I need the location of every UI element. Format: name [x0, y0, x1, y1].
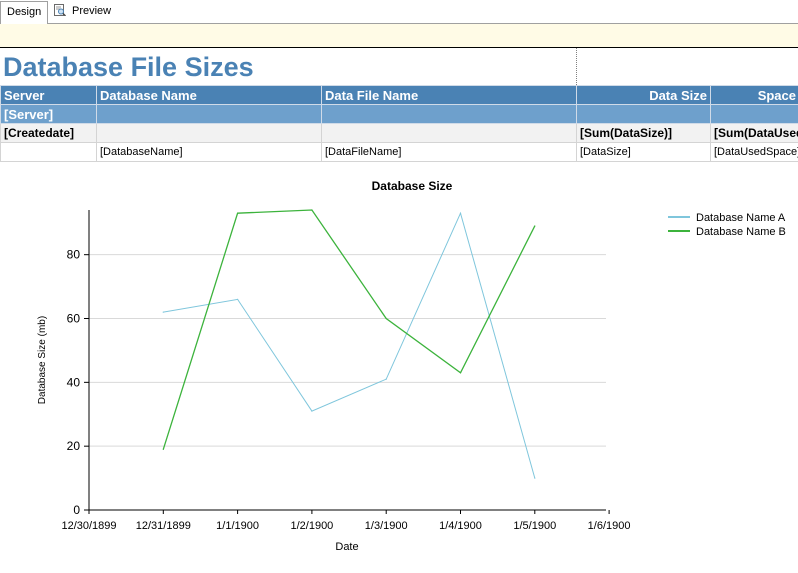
data-point[interactable] — [311, 209, 312, 210]
data-point[interactable] — [163, 312, 164, 313]
preview-icon — [54, 4, 66, 16]
line-chart: Database Size 0 20 40 60 80 12/30/1899 12/31/… — [0, 165, 798, 568]
summary-cell[interactable]: [Createdate] — [1, 124, 97, 143]
summary-cell[interactable]: [Sum(DataUsed — [711, 124, 798, 143]
series-group — [163, 209, 536, 478]
data-point[interactable] — [534, 477, 535, 478]
data-point[interactable] — [534, 225, 535, 226]
y-tick-label: 20 — [67, 439, 81, 453]
report-body: Database File Sizes Server Database Name… — [0, 48, 798, 568]
chart-title: Database Size — [372, 179, 453, 193]
series-line-b[interactable] — [163, 210, 535, 449]
summary-cell[interactable] — [97, 124, 322, 143]
table-header-row: Server Database Name Data File Name Data… — [1, 86, 798, 105]
data-point[interactable] — [386, 379, 387, 380]
tab-preview[interactable]: Preview — [52, 1, 122, 23]
x-tick-label: 1/2/1900 — [290, 520, 333, 532]
detail-cell[interactable]: [DataFileName] — [322, 143, 577, 162]
x-axis-ticks: 12/30/1899 12/31/1899 1/1/1900 1/2/1900 1/3/… — [61, 510, 630, 532]
x-tick-label: 12/31/1899 — [136, 520, 191, 532]
x-tick-label: 1/6/1900 — [588, 520, 631, 532]
data-point[interactable] — [237, 299, 238, 300]
chart-container[interactable]: Database Size 0 20 40 60 80 12/30/1899 12/31/… — [0, 165, 798, 568]
group-cell[interactable] — [711, 105, 798, 124]
dotted-guide — [576, 48, 577, 85]
y-axis-ticks: 0 20 40 60 80 — [67, 248, 89, 517]
legend-label: Database Name B — [696, 226, 786, 238]
legend-label: Database Name A — [696, 212, 786, 224]
tab-strip: Design Preview — [0, 0, 798, 24]
chart-legend: Database Name A Database Name B — [668, 212, 786, 238]
grid-lines — [89, 255, 606, 446]
header-cell[interactable]: Data File Name — [322, 86, 577, 105]
header-cell[interactable]: Space U — [711, 86, 798, 105]
header-cell[interactable]: Database Name — [97, 86, 322, 105]
x-tick-label: 1/5/1900 — [513, 520, 556, 532]
report-table[interactable]: Server Database Name Data File Name Data… — [0, 85, 798, 162]
x-tick-label: 1/4/1900 — [439, 520, 482, 532]
x-axis-label: Date — [335, 541, 358, 553]
data-point[interactable] — [163, 449, 164, 450]
x-tick-label: 12/30/1899 — [61, 520, 116, 532]
detail-cell[interactable]: [DataSize] — [577, 143, 711, 162]
title-row: Database File Sizes — [0, 48, 798, 85]
group-cell[interactable] — [97, 105, 322, 124]
data-point[interactable] — [311, 410, 312, 411]
group-cell[interactable]: [Server] — [1, 105, 97, 124]
summary-cell[interactable] — [322, 124, 577, 143]
group-row: [Server] — [1, 105, 798, 124]
tab-preview-label: Preview — [72, 5, 111, 17]
header-cell[interactable]: Server — [1, 86, 97, 105]
x-tick-label: 1/3/1900 — [365, 520, 408, 532]
detail-cell[interactable] — [1, 143, 97, 162]
tab-design[interactable]: Design — [0, 1, 48, 24]
y-tick-label: 80 — [67, 248, 81, 262]
header-cell[interactable]: Data Size — [577, 86, 711, 105]
x-tick-label: 1/1/1900 — [216, 520, 259, 532]
y-tick-label: 40 — [67, 375, 81, 389]
data-point[interactable] — [237, 213, 238, 214]
y-tick-label: 0 — [73, 503, 80, 517]
data-point[interactable] — [460, 372, 461, 373]
group-cell[interactable] — [577, 105, 711, 124]
detail-cell[interactable]: [DataUsedSpace] — [711, 143, 798, 162]
detail-cell[interactable]: [DatabaseName] — [97, 143, 322, 162]
page-header-band — [0, 24, 798, 48]
summary-row: [Createdate] [Sum(DataSize)] [Sum(DataUs… — [1, 124, 798, 143]
y-axis-label: Database Size (mb) — [37, 316, 48, 404]
group-cell[interactable] — [322, 105, 577, 124]
report-title[interactable]: Database File Sizes — [3, 52, 254, 83]
summary-cell[interactable]: [Sum(DataSize)] — [577, 124, 711, 143]
data-point[interactable] — [460, 213, 461, 214]
series-line-a[interactable] — [163, 213, 535, 478]
detail-row: [DatabaseName] [DataFileName] [DataSize]… — [1, 143, 798, 162]
data-point[interactable] — [386, 318, 387, 319]
y-tick-label: 60 — [67, 312, 81, 326]
tab-design-label: Design — [7, 6, 41, 18]
